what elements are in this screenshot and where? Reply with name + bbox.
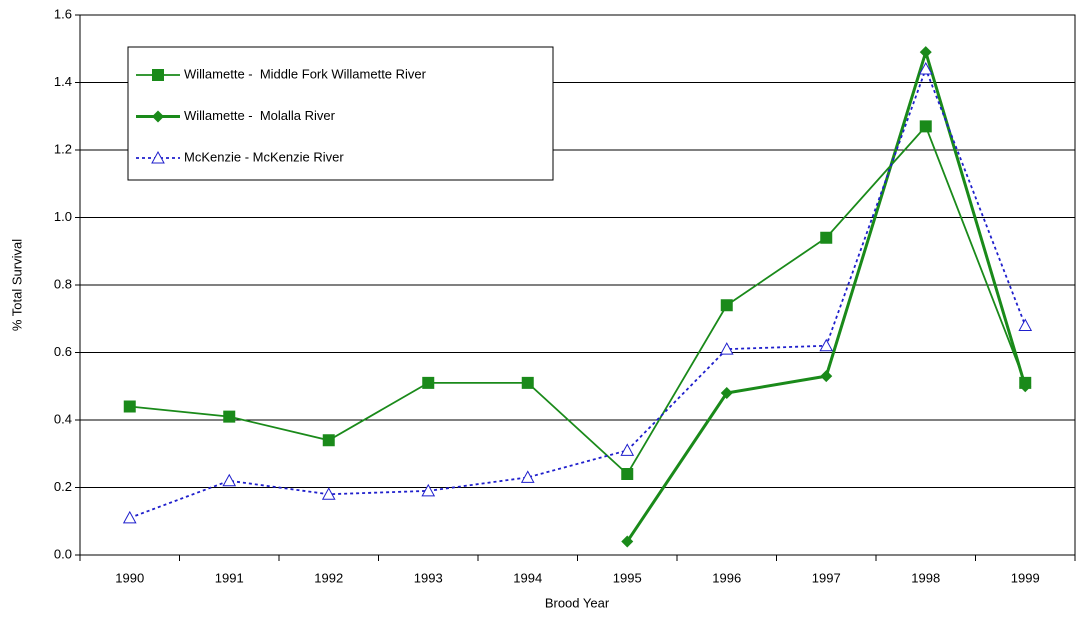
data-point	[223, 410, 236, 423]
legend-label: Willamette - Middle Fork Willamette Rive…	[184, 66, 427, 81]
x-tick-label: 1990	[115, 570, 144, 585]
y-tick-label: 1.0	[54, 209, 72, 224]
x-tick-label: 1997	[812, 570, 841, 585]
x-axis-label: Brood Year	[545, 595, 610, 610]
x-tick-label: 1999	[1011, 570, 1040, 585]
data-point	[621, 535, 634, 548]
y-tick-label: 0.8	[54, 276, 72, 291]
y-tick-label: 0.0	[54, 546, 72, 561]
legend-label: Willamette - Molalla River	[184, 108, 336, 123]
y-tick-label: 1.6	[54, 6, 72, 21]
legend-marker	[152, 69, 164, 81]
series-line	[129, 66, 1027, 519]
data-point	[520, 470, 535, 483]
data-point	[820, 231, 833, 244]
data-point	[918, 61, 933, 75]
data-point	[421, 483, 436, 497]
legend-box	[127, 46, 554, 181]
series-line	[129, 124, 1027, 476]
y-axis-label: % Total Survival	[9, 239, 24, 331]
data-point	[720, 387, 733, 399]
x-tick-label: 1992	[314, 570, 343, 585]
y-tick-label: 1.2	[54, 141, 72, 156]
y-tick-label: 0.6	[54, 344, 72, 359]
data-point	[322, 434, 335, 447]
data-point	[719, 342, 734, 355]
data-point	[919, 120, 932, 133]
data-point	[1018, 318, 1033, 331]
x-tick-label: 1998	[911, 570, 940, 585]
x-tick-label: 1991	[215, 570, 244, 585]
x-tick-label: 1994	[513, 570, 542, 585]
data-point	[919, 46, 932, 59]
legend-marker	[151, 150, 165, 164]
data-point	[122, 510, 137, 524]
data-point	[422, 376, 435, 389]
x-tick-label: 1996	[712, 570, 741, 585]
legend-label: McKenzie - McKenzie River	[184, 149, 344, 164]
y-tick-label: 0.4	[54, 411, 72, 426]
series-line	[626, 46, 1027, 543]
data-point	[819, 338, 834, 352]
data-point	[1019, 380, 1032, 393]
data-point	[621, 468, 634, 480]
data-point	[123, 400, 136, 413]
y-tick-label: 0.2	[54, 479, 72, 494]
x-tick-label: 1995	[613, 570, 642, 585]
data-point	[720, 299, 733, 312]
data-point	[820, 370, 833, 383]
data-point	[521, 376, 534, 389]
data-point	[321, 487, 336, 500]
data-point	[222, 473, 237, 487]
legend-marker	[152, 110, 164, 123]
data-point	[620, 443, 635, 456]
y-tick-label: 1.4	[54, 74, 72, 89]
x-tick-label: 1993	[414, 570, 443, 585]
